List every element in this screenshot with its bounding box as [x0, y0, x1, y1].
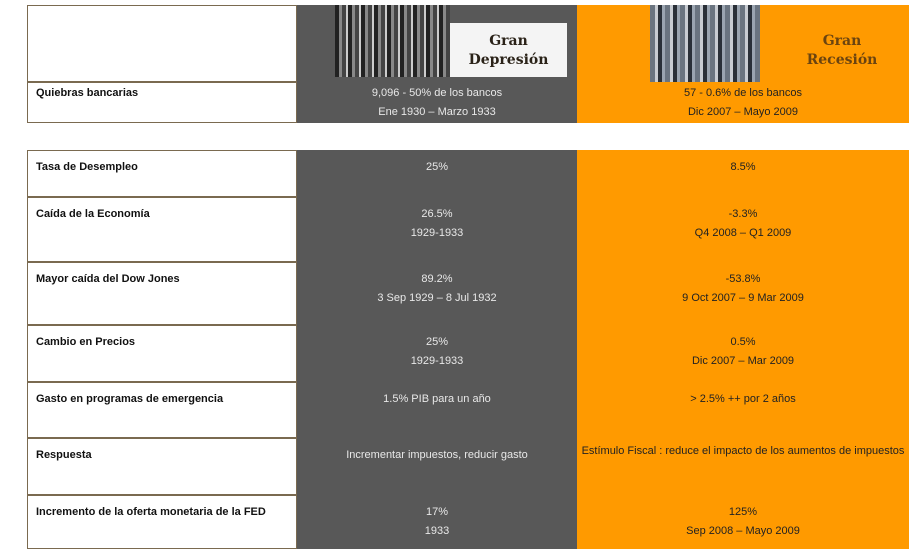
header-recesion: Gran Recesión	[577, 5, 909, 85]
value-line: 89.2%	[421, 273, 453, 285]
value-line: 1933	[424, 525, 450, 537]
row-label: Tasa de Desempleo	[27, 150, 297, 197]
value-cell: Incrementar impuestos, reducir gasto	[297, 438, 577, 495]
header-title: Gran Depresión	[450, 32, 567, 70]
value-line: Estímulo Fiscal : reduce el impacto de l…	[581, 445, 905, 457]
row-label: Incremento de la oferta monetaria de la …	[27, 495, 297, 549]
value-line: Q4 2008 – Q1 2009	[694, 227, 792, 239]
value-cell: 17% 1933	[297, 495, 577, 549]
value-line: Incrementar impuestos, reducir gasto	[346, 449, 528, 461]
value-cell: 8.5%	[577, 150, 909, 197]
value-line: Ene 1930 – Marzo 1933	[378, 106, 496, 118]
header-line: Recesión	[806, 52, 878, 68]
value-line: Dic 2007 – Mar 2009	[691, 355, 795, 367]
value-cell: 89.2% 3 Sep 1929 – 8 Jul 1932	[297, 262, 577, 325]
header-depresion: Gran Depresión	[297, 5, 577, 82]
value-line: Sep 2008 – Mayo 2009	[686, 525, 800, 537]
row-label: Mayor caída del Dow Jones	[27, 262, 297, 325]
value-line: 26.5%	[421, 208, 453, 220]
row-label: Respuesta	[27, 438, 297, 495]
value-line: 25%	[425, 336, 449, 348]
value-cell: > 2.5% ++ por 2 años	[577, 382, 909, 438]
value-line: 25%	[425, 161, 449, 173]
value-line: Dic 2007 – Mayo 2009	[687, 106, 799, 118]
value-line: -53.8%	[725, 273, 761, 285]
value-line: 3 Sep 1929 – 8 Jul 1932	[377, 292, 497, 304]
row-label: Quiebras bancarias	[27, 82, 297, 123]
photo	[335, 5, 450, 77]
value-cell: 25% 1929-1933	[297, 325, 577, 382]
value-line: 57 - 0.6% de los bancos	[683, 87, 803, 99]
value-cell: -3.3% Q4 2008 – Q1 2009	[577, 197, 909, 262]
value-line: 8.5%	[730, 161, 756, 173]
header-line: Gran	[822, 33, 862, 49]
value-cell: -53.8% 9 Oct 2007 – 9 Mar 2009	[577, 262, 909, 325]
row-label: Gasto en programas de emergencia	[27, 382, 297, 438]
header-blank	[27, 5, 297, 82]
value-line: 17%	[425, 506, 449, 518]
value-line: 125%	[728, 506, 758, 518]
value-cell: 1.5% PIB para un año	[297, 382, 577, 438]
value-line: 1929-1933	[410, 355, 464, 367]
photo	[650, 5, 760, 85]
title-box	[450, 23, 567, 77]
value-line: 9,096 - 50% de los bancos	[371, 87, 503, 99]
header-title: Gran Recesión	[787, 32, 897, 70]
value-line: -3.3%	[728, 208, 758, 220]
value-line: 9 Oct 2007 – 9 Mar 2009	[682, 292, 804, 304]
value-cell: 0.5% Dic 2007 – Mar 2009	[577, 325, 909, 382]
value-line: 1.5% PIB para un año	[383, 393, 491, 405]
row-label: Caída de la Economía	[27, 197, 297, 262]
value-cell: 57 - 0.6% de los bancos Dic 2007 – Mayo 2…	[577, 82, 909, 123]
value-line: > 2.5% ++ por 2 años	[690, 393, 796, 405]
value-line: 1929-1933	[410, 227, 464, 239]
value-cell: 125% Sep 2008 – Mayo 2009	[577, 495, 909, 549]
value-cell: Estímulo Fiscal : reduce el impacto de l…	[577, 438, 909, 495]
value-cell: 9,096 - 50% de los bancos Ene 1930 – Marz…	[297, 82, 577, 123]
value-cell: 25%	[297, 150, 577, 197]
row-label: Cambio en Precios	[27, 325, 297, 382]
value-cell: 26.5% 1929-1933	[297, 197, 577, 262]
header-line: Gran	[489, 33, 528, 49]
value-line: 0.5%	[730, 336, 756, 348]
header-line: Depresión	[468, 52, 549, 68]
